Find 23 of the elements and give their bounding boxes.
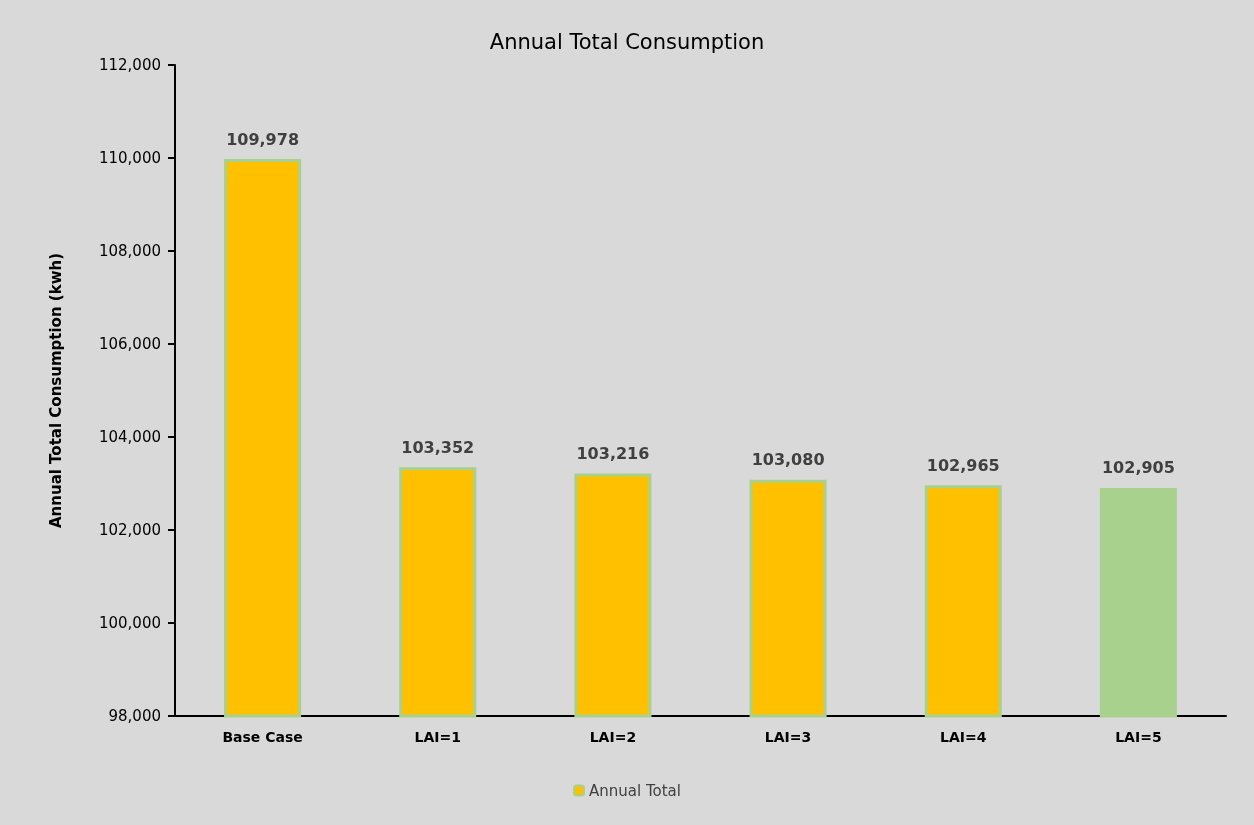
data-label: 102,905 xyxy=(1101,458,1175,478)
y-tick-label: 104,000 xyxy=(98,428,161,446)
data-label: 109,978 xyxy=(226,129,300,149)
data-label: 103,216 xyxy=(576,443,650,463)
legend-label: Annual Total xyxy=(589,781,681,800)
data-label: 102,965 xyxy=(926,455,1000,475)
x-tick-label: LAI=1 xyxy=(414,729,461,745)
x-tick-label: LAI=5 xyxy=(1115,729,1162,745)
x-tick-label: LAI=3 xyxy=(764,729,812,745)
chart-title: Annual Total Consumption xyxy=(489,29,765,54)
data-label: 103,352 xyxy=(401,437,475,457)
y-tick-label: 112,000 xyxy=(98,56,161,74)
y-tick-label: 100,000 xyxy=(98,614,161,632)
y-tick-label: 108,000 xyxy=(98,242,161,260)
x-tick-label: Base Case xyxy=(222,729,303,745)
x-tick-label: LAI=4 xyxy=(940,729,987,745)
data-label: 103,080 xyxy=(751,450,825,470)
y-axis-title: Annual Total Consumption (kwh) xyxy=(46,252,65,529)
x-tick-label: LAI=2 xyxy=(589,729,637,745)
y-tick-label: 102,000 xyxy=(98,521,161,539)
y-tick-label: 98,000 xyxy=(108,707,161,725)
y-tick-label: 106,000 xyxy=(98,335,161,353)
y-tick-label: 110,000 xyxy=(98,149,161,167)
